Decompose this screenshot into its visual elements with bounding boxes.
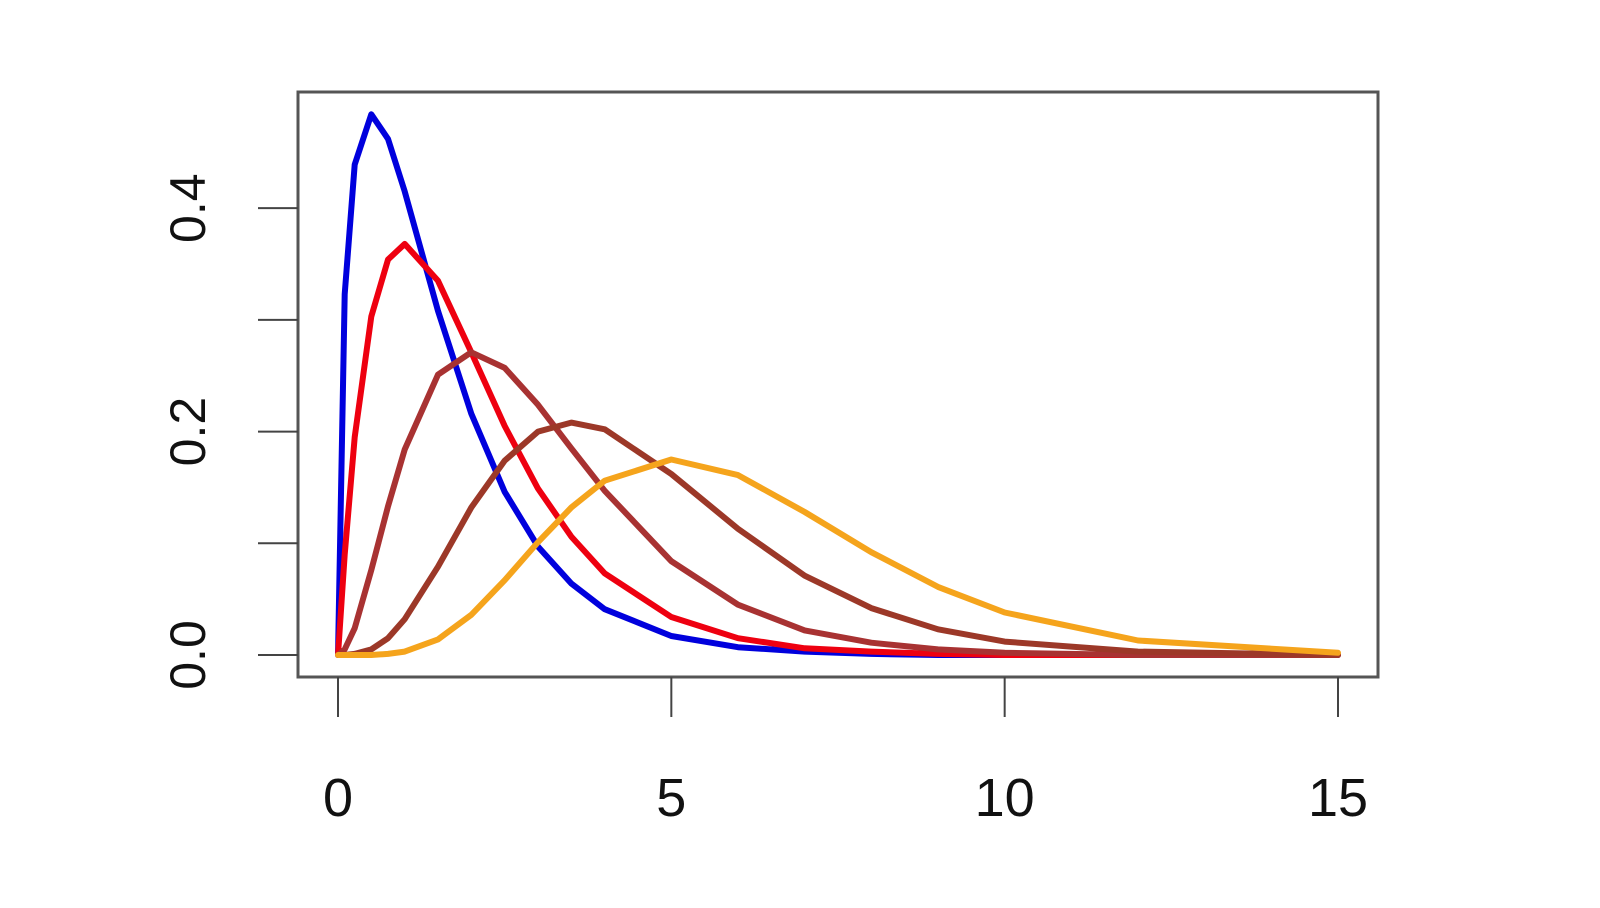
x-tick-label: 0 bbox=[323, 768, 353, 828]
series-line bbox=[335, 349, 1341, 658]
x-tick-label: 5 bbox=[656, 768, 686, 828]
y-tick-label: 0.2 bbox=[160, 397, 216, 467]
y-tick-label: 0.4 bbox=[160, 173, 216, 243]
series-line bbox=[335, 240, 1341, 658]
plot-frame bbox=[296, 90, 1380, 679]
x-tick-label: 15 bbox=[1308, 768, 1368, 828]
y-tick-label: 0.0 bbox=[160, 620, 216, 690]
series-line bbox=[335, 456, 1341, 658]
x-tick-label: 10 bbox=[975, 768, 1035, 828]
series-line bbox=[335, 419, 1341, 658]
